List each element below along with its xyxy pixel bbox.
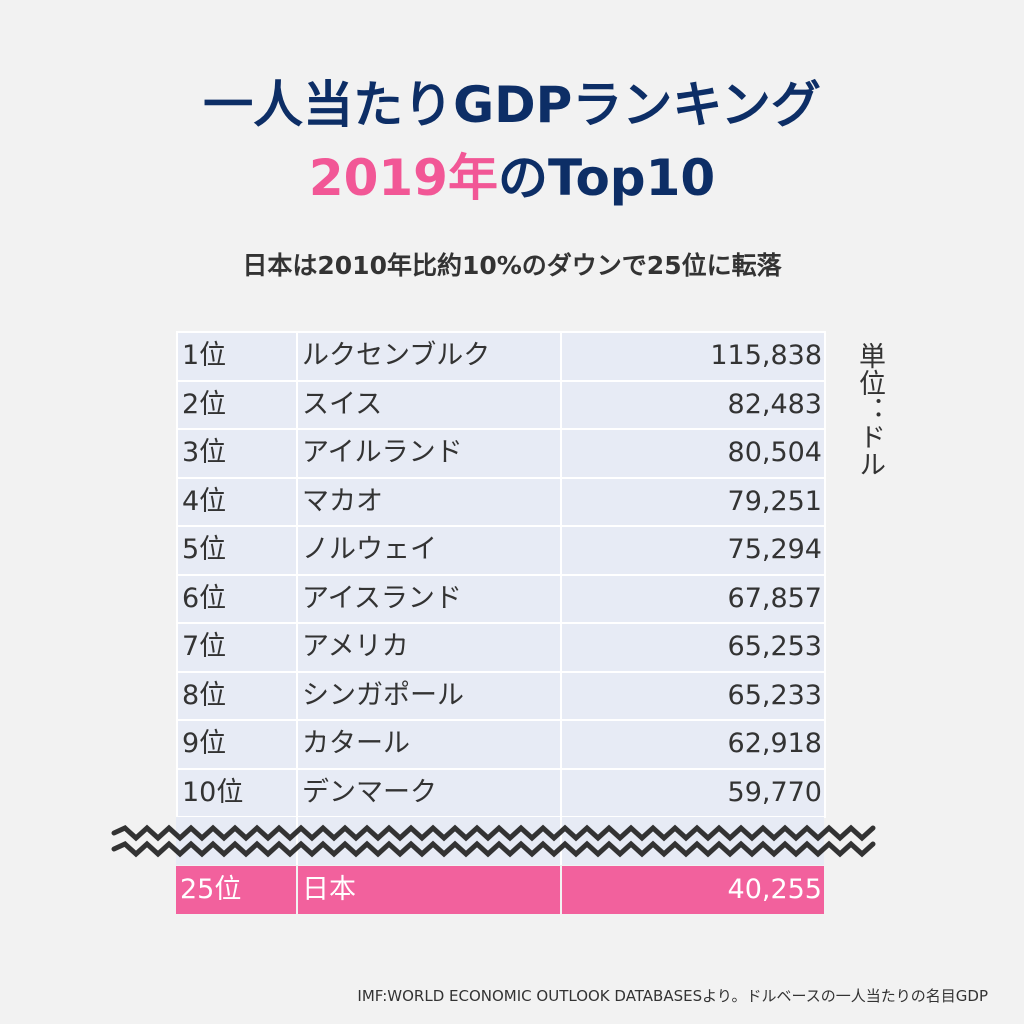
japan-row: 25位 日本 40,255 [176,866,824,914]
table-row: 9位 カタール 62,918 [176,719,826,770]
rank-cell: 4位 [176,476,298,527]
table-row: 6位 アイスランド 67,857 [176,573,826,624]
japan-value-cell: 40,255 [562,866,824,914]
unit-label: 単位：ドル [854,342,885,477]
country-cell: ノルウェイ [296,525,562,576]
gdp-value-cell: 75,294 [560,525,826,576]
rank-cell: 9位 [176,719,298,770]
ranking-table-body: 1位 ルクセンブルク 115,838 2位 スイス 82,483 3位 アイルラ… [176,331,826,818]
gdp-value-cell: 67,857 [560,573,826,624]
country-cell: アメリカ [296,622,562,673]
gdp-value-cell: 82,483 [560,379,826,430]
ranking-table: 1位 ルクセンブルク 115,838 2位 スイス 82,483 3位 アイルラ… [176,331,826,818]
japan-rank-cell: 25位 [176,866,296,914]
rank-cell: 3位 [176,428,298,479]
rank-cell: 5位 [176,525,298,576]
title-year: 2019年 [308,149,498,207]
gdp-value-cell: 59,770 [560,767,826,818]
gdp-value-cell: 80,504 [560,428,826,479]
gdp-value-cell: 65,233 [560,670,826,721]
rank-cell: 7位 [176,622,298,673]
country-cell: スイス [296,379,562,430]
gdp-value-cell: 115,838 [560,331,826,382]
table-row: 1位 ルクセンブルク 115,838 [176,331,826,382]
title-suffix: のTop10 [497,149,716,207]
gdp-value-cell: 79,251 [560,476,826,527]
omitted-cell-rank [176,817,296,865]
source-note: IMF:WORLD ECONOMIC OUTLOOK DATABASESより。ド… [357,987,988,1005]
table-row: 8位 シンガポール 65,233 [176,670,826,721]
wave-line-bottom [111,840,876,858]
omitted-rows-band [176,817,824,865]
page-subtitle-year: 2019年のTop10 [0,143,1024,213]
headline-caption: 日本は2010年比約10%のダウンで25位に転落 [242,251,782,280]
gdp-value-cell: 65,253 [560,622,826,673]
gdp-value-cell: 62,918 [560,719,826,770]
table-row: 10位 デンマーク 59,770 [176,767,826,818]
rank-cell: 10位 [176,767,298,818]
country-cell: デンマーク [296,767,562,818]
rank-cell: 1位 [176,331,298,382]
row-break-wave [111,824,876,858]
country-cell: カタール [296,719,562,770]
table-row: 7位 アメリカ 65,253 [176,622,826,673]
country-cell: マカオ [296,476,562,527]
rank-cell: 8位 [176,670,298,721]
table-row: 4位 マカオ 79,251 [176,476,826,527]
omitted-cell-value [562,817,824,865]
table-row: 2位 スイス 82,483 [176,379,826,430]
rank-cell: 6位 [176,573,298,624]
wave-line-top [111,824,876,842]
table-row: 3位 アイルランド 80,504 [176,428,826,479]
omitted-cell-country [298,817,560,865]
table-row: 5位 ノルウェイ 75,294 [176,525,826,576]
country-cell: アイスランド [296,573,562,624]
country-cell: シンガポール [296,670,562,721]
page-title: 一人当たりGDPランキング [203,76,821,134]
japan-country-cell: 日本 [298,866,560,914]
country-cell: アイルランド [296,428,562,479]
country-cell: ルクセンブルク [296,331,562,382]
rank-cell: 2位 [176,379,298,430]
